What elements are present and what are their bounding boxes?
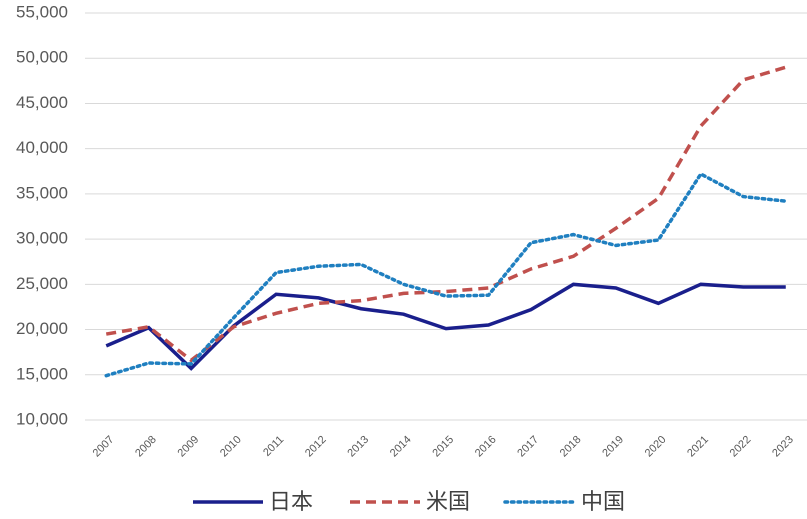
x-tick-label: 2012 xyxy=(303,434,329,460)
x-tick-label: 2021 xyxy=(685,434,711,460)
x-tick-label: 2023 xyxy=(770,434,796,460)
x-tick-label: 2010 xyxy=(218,434,244,460)
legend-label: 米国 xyxy=(426,489,470,514)
x-tick-label: 2018 xyxy=(558,434,584,460)
x-tick-label: 2014 xyxy=(388,434,414,460)
y-tick-label: 25,000 xyxy=(16,274,68,293)
y-tick-label: 20,000 xyxy=(16,319,68,338)
y-tick-label: 40,000 xyxy=(16,138,68,157)
series-line xyxy=(105,282,786,371)
x-tick-label: 2019 xyxy=(600,434,626,460)
x-tick-label: 2008 xyxy=(133,434,159,460)
x-tick-label: 2011 xyxy=(261,434,286,459)
x-tick-label: 2015 xyxy=(430,434,456,460)
series-line xyxy=(104,171,788,378)
y-tick-label: 45,000 xyxy=(16,93,68,112)
x-tick-label: 2016 xyxy=(473,434,499,460)
y-tick-label: 55,000 xyxy=(16,2,68,21)
x-tick-label: 2022 xyxy=(728,434,754,460)
x-tick-label: 2009 xyxy=(176,434,202,460)
y-tick-label: 50,000 xyxy=(16,48,68,67)
legend-label: 日本 xyxy=(269,489,313,514)
y-tick-label: 35,000 xyxy=(16,183,68,202)
x-tick-label: 2017 xyxy=(515,434,541,460)
y-tick-label: 30,000 xyxy=(16,229,68,248)
x-tick-label: 2013 xyxy=(345,434,371,460)
y-tick-label: 10,000 xyxy=(16,409,68,428)
y-tick-label: 15,000 xyxy=(16,364,68,383)
series-line xyxy=(105,65,787,363)
x-tick-label: 2007 xyxy=(91,434,117,460)
x-tick-label: 2020 xyxy=(643,434,669,460)
legend-label: 中国 xyxy=(581,489,625,514)
